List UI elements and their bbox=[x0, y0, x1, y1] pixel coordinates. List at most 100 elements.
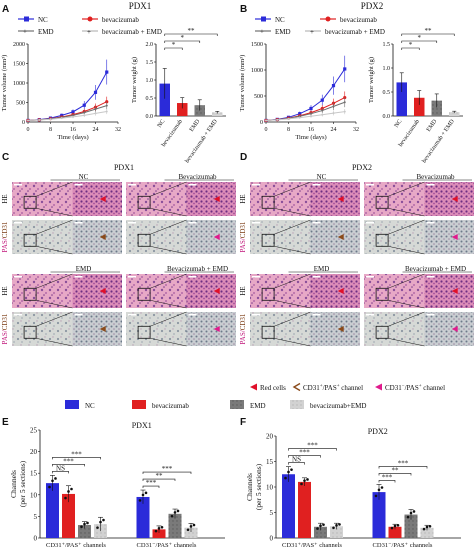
zoom-box bbox=[137, 325, 151, 339]
significance-label: *** bbox=[63, 457, 74, 465]
legend-bev-b: bevacizumab bbox=[340, 16, 377, 24]
high-magnification-image bbox=[72, 274, 122, 308]
y-tick-label: 25 bbox=[30, 427, 38, 435]
data-point bbox=[319, 524, 322, 528]
data-point bbox=[102, 518, 105, 522]
data-point bbox=[86, 521, 89, 525]
data-point bbox=[105, 110, 108, 113]
zoom-line bbox=[150, 300, 187, 309]
scale-bar bbox=[312, 184, 321, 186]
zoom-line bbox=[150, 181, 187, 197]
legend-emd: EMD bbox=[38, 28, 54, 36]
data-point bbox=[309, 106, 313, 111]
data-point bbox=[412, 510, 416, 513]
scale-bar bbox=[426, 222, 435, 224]
data-point bbox=[320, 98, 324, 102]
scale-bar bbox=[14, 222, 22, 224]
x-axis-title: Time (days) bbox=[57, 134, 88, 141]
bar bbox=[396, 82, 407, 116]
data-point bbox=[96, 526, 99, 529]
low-magnification-image bbox=[12, 220, 73, 254]
zoom-line bbox=[388, 311, 425, 327]
channels-legend: NC bevacizumab EMD bevacizumab+EMD bbox=[65, 400, 366, 410]
data-point bbox=[141, 493, 145, 497]
significance-bracket bbox=[164, 33, 218, 36]
scale-bar bbox=[128, 184, 136, 186]
scale-bar bbox=[252, 222, 260, 224]
data-point bbox=[72, 114, 74, 117]
zoom-box bbox=[23, 195, 37, 209]
y-tick-label: 1.5 bbox=[383, 42, 391, 48]
significance-label: *** bbox=[307, 442, 318, 450]
data-point bbox=[390, 526, 394, 530]
data-point bbox=[287, 470, 290, 474]
y-tick-label: 0.0 bbox=[383, 114, 391, 120]
significance-bracket bbox=[142, 485, 160, 489]
data-point bbox=[316, 527, 319, 530]
data-point bbox=[422, 527, 426, 531]
data-point bbox=[343, 101, 346, 104]
histology-title: PDX1 bbox=[114, 163, 134, 172]
data-point bbox=[377, 488, 381, 492]
zoom-line bbox=[150, 311, 187, 327]
significance-bracket bbox=[288, 462, 305, 465]
y-tick-label: 15 bbox=[30, 470, 38, 478]
bar bbox=[404, 514, 418, 538]
pdx2-weight-chart: 0.0 0.5 1.0 1.5 Tumor weight (g) NC bevacizuma… bbox=[368, 27, 463, 164]
data-point bbox=[70, 487, 73, 491]
y-axis-subtitle: (per 5 sections) bbox=[254, 463, 263, 510]
pdx2-channels-chart: PDX2 0 5 10 15 20 Channels (per 5 sections) CD31… bbox=[245, 427, 461, 549]
data-point bbox=[189, 525, 193, 528]
zoom-line bbox=[150, 338, 187, 347]
data-point bbox=[332, 105, 335, 108]
y-tick-label: 1500 bbox=[251, 42, 263, 48]
y-tick-label: 15 bbox=[266, 458, 274, 466]
zoom-line bbox=[388, 273, 425, 289]
zoom-line bbox=[36, 219, 73, 235]
low-magnification-image bbox=[364, 274, 425, 308]
significance-bracket bbox=[142, 478, 176, 482]
data-point bbox=[67, 490, 70, 493]
indicator-arrow bbox=[451, 326, 458, 332]
data-point bbox=[396, 523, 400, 527]
panel-label-a: A bbox=[2, 4, 9, 15]
group-label: Bevacizumab + EMD bbox=[167, 265, 228, 273]
zoom-line bbox=[150, 246, 187, 255]
data-point bbox=[425, 525, 429, 529]
data-point bbox=[298, 116, 301, 119]
high-magnification-image bbox=[310, 312, 360, 346]
low-magnification-image bbox=[126, 312, 187, 346]
scale-bar bbox=[188, 314, 197, 316]
ch-legend-emd: EMD bbox=[250, 402, 266, 410]
zoom-box bbox=[23, 325, 37, 339]
series-line bbox=[27, 110, 107, 121]
x-tick-label: 24 bbox=[331, 127, 337, 133]
scale-bar bbox=[14, 276, 22, 278]
zoom-line bbox=[388, 208, 425, 217]
zoom-line bbox=[388, 246, 425, 255]
x-tick-label: 16 bbox=[308, 127, 314, 133]
significance-label: * bbox=[418, 34, 422, 42]
y-tick-label: 1.0 bbox=[383, 66, 391, 72]
bar bbox=[136, 496, 150, 538]
data-point bbox=[380, 486, 384, 489]
x-axis-title: Time (days) bbox=[295, 134, 326, 141]
bar bbox=[46, 483, 59, 538]
zoom-line bbox=[36, 181, 73, 197]
data-point bbox=[105, 104, 108, 107]
row-label-pas-cd31: PAS/CD31 bbox=[1, 313, 9, 344]
svg-text:+: + bbox=[260, 28, 264, 36]
data-point bbox=[105, 70, 109, 74]
y-tick-label: 1.5 bbox=[146, 60, 154, 66]
svg-text:+: + bbox=[23, 28, 27, 36]
y-tick-label: 0 bbox=[270, 535, 274, 543]
svg-text:+: + bbox=[310, 28, 314, 36]
data-point bbox=[332, 526, 335, 530]
zoom-box bbox=[137, 287, 151, 301]
data-point bbox=[72, 115, 74, 118]
svg-text:+: + bbox=[87, 28, 91, 36]
data-point bbox=[83, 522, 86, 526]
panel-label-f: F bbox=[240, 417, 246, 428]
significance-bracket bbox=[52, 471, 69, 474]
row-label-he: HE bbox=[1, 194, 9, 203]
